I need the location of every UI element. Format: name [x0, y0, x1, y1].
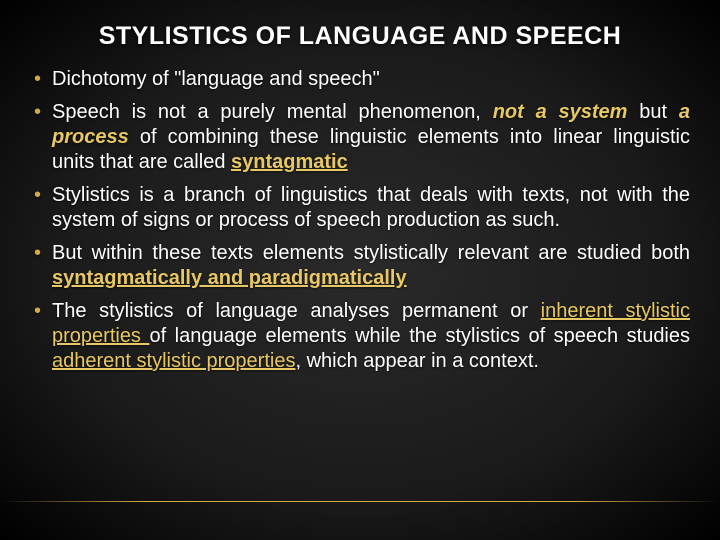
- bullet-text: Speech is not a purely mental phenomenon…: [52, 101, 493, 123]
- slide-container: STYLISTICS OF LANGUAGE AND SPEECH Dichot…: [0, 0, 720, 412]
- list-item: Stylistics is a branch of linguistics th…: [30, 183, 690, 233]
- list-item: Speech is not a purely mental phenomenon…: [30, 100, 690, 175]
- bullet-text: of language elements while the stylistic…: [149, 325, 690, 347]
- list-item: The stylistics of language analyses perm…: [30, 299, 690, 374]
- bullet-text: Stylistics is a branch of linguistics th…: [52, 184, 690, 231]
- bullet-text: of combining these linguistic elements i…: [52, 126, 690, 173]
- bullet-list: Dichotomy of "language and speech" Speec…: [30, 67, 690, 374]
- emphasis-underline: syntagmatic: [231, 151, 348, 173]
- emphasis-italic: not a system: [493, 101, 628, 123]
- list-item: But within these texts elements stylisti…: [30, 241, 690, 291]
- bullet-text: but: [627, 101, 678, 123]
- slide-title: STYLISTICS OF LANGUAGE AND SPEECH: [30, 22, 690, 51]
- bullet-text: The stylistics of language analyses perm…: [52, 300, 541, 322]
- emphasis-underline: adherent stylistic properties: [52, 350, 295, 372]
- bullet-text: , which appear in a context.: [295, 350, 538, 372]
- bullet-text: But within these texts elements stylisti…: [52, 242, 690, 264]
- emphasis-underline: syntagmatically and paradigmatically: [52, 267, 407, 289]
- list-item: Dichotomy of "language and speech": [30, 67, 690, 92]
- gold-divider: [0, 501, 720, 502]
- bullet-text: Dichotomy of "language and speech": [52, 68, 380, 90]
